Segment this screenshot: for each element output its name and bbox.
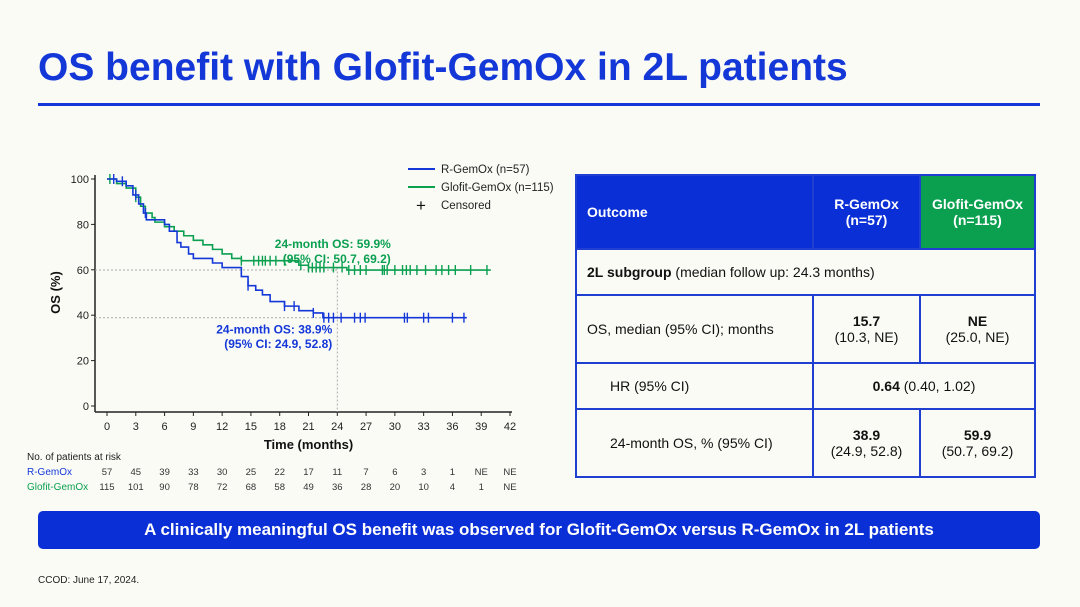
annotation-glofit-line1: 24-month OS: 59.9% — [275, 237, 391, 251]
x-tick-label: 39 — [475, 421, 487, 433]
slide-title: OS benefit with Glofit-GemOx in 2L patie… — [38, 46, 848, 89]
x-tick-label: 27 — [360, 421, 372, 433]
risk-value: 45 — [130, 467, 141, 478]
risk-value: 90 — [159, 482, 170, 493]
header-outcome: Outcome — [575, 174, 814, 250]
header-glofit-gemox: Glofit-GemOx (n=115) — [919, 174, 1036, 250]
risk-value: 72 — [217, 482, 228, 493]
risk-value: 36 — [332, 482, 343, 493]
annotation-rgemox-line2: (95% CI: 24.9, 52.8) — [224, 337, 332, 351]
annotation-rgemox-line1: 24-month OS: 38.9% — [216, 322, 332, 336]
title-underline — [38, 103, 1040, 106]
os-median-g: NE (25.0, NE) — [919, 294, 1036, 364]
risk-value: 39 — [159, 467, 170, 478]
y-tick-label: 0 — [83, 401, 89, 413]
risk-value: 10 — [418, 482, 429, 493]
x-tick-label: 30 — [389, 421, 401, 433]
risk-value: 57 — [102, 467, 113, 478]
x-tick-label: 42 — [504, 421, 516, 433]
risk-value: 115 — [99, 482, 114, 493]
y-axis-label: OS (%) — [48, 271, 63, 314]
annotation-glofit-line2: (95% CI: 50.7, 69.2) — [283, 252, 391, 266]
y-tick-label: 60 — [77, 265, 89, 277]
risk-value: 17 — [303, 467, 314, 478]
outcome-table: Outcome R-GemOx (n=57) Glofit-GemOx (n=115… — [575, 174, 1036, 478]
risk-value: 30 — [217, 467, 228, 478]
legend-label: R-GemOx (n=57) — [441, 164, 530, 176]
x-tick-label: 12 — [216, 421, 228, 433]
risk-value: 25 — [246, 467, 257, 478]
risk-value: 1 — [479, 482, 484, 493]
y-tick-label: 40 — [77, 310, 89, 322]
risk-value: 58 — [274, 482, 285, 493]
y-tick-label: 100 — [71, 174, 89, 186]
x-tick-label: 21 — [302, 421, 314, 433]
risk-value: 4 — [450, 482, 455, 493]
risk-value: 49 — [303, 482, 314, 493]
x-tick-label: 33 — [418, 421, 430, 433]
risk-table-title: No. of patients at risk — [27, 452, 122, 463]
x-tick-label: 9 — [190, 421, 196, 433]
y-tick-label: 80 — [77, 219, 89, 231]
x-tick-label: 6 — [162, 421, 168, 433]
risk-value: 3 — [421, 467, 426, 478]
risk-value: NE — [503, 482, 516, 493]
risk-value: 101 — [128, 482, 144, 493]
os-median-label: OS, median (95% CI); months — [575, 294, 814, 364]
risk-value: 11 — [332, 467, 342, 478]
conclusion-banner: A clinically meaningful OS benefit was o… — [38, 511, 1040, 549]
os-median-r: 15.7 (10.3, NE) — [812, 294, 921, 364]
footnote: CCOD: June 17, 2024. — [38, 575, 140, 586]
hr-value: 0.64 (0.40, 1.02) — [812, 362, 1036, 410]
header-r-gemox: R-GemOx (n=57) — [812, 174, 921, 250]
risk-value: 7 — [363, 467, 368, 478]
os24-r: 38.9 (24.9, 52.8) — [812, 408, 921, 478]
os24-label: 24-month OS, % (95% CI) — [575, 408, 814, 478]
x-tick-label: 24 — [331, 421, 343, 433]
x-tick-label: 15 — [245, 421, 257, 433]
risk-value: NE — [503, 467, 516, 478]
x-axis-label: Time (months) — [264, 437, 353, 452]
risk-value: 1 — [450, 467, 455, 478]
y-tick-label: 20 — [77, 356, 89, 368]
subgroup-row: 2L subgroup (median follow up: 24.3 mont… — [575, 248, 1036, 296]
risk-value: 6 — [392, 467, 397, 478]
x-tick-label: 36 — [446, 421, 458, 433]
risk-value: 33 — [188, 467, 199, 478]
risk-value: 22 — [274, 467, 285, 478]
risk-value: 78 — [188, 482, 199, 493]
x-tick-label: 3 — [133, 421, 139, 433]
legend-label: Glofit-GemOx (n=115) — [441, 182, 554, 194]
risk-value: NE — [475, 467, 488, 478]
risk-value: 68 — [246, 482, 257, 493]
risk-value: 20 — [390, 482, 401, 493]
x-tick-label: 0 — [104, 421, 110, 433]
risk-value: 28 — [361, 482, 372, 493]
x-tick-label: 18 — [274, 421, 286, 433]
censored-legend-icon: + — [416, 196, 426, 215]
risk-row-label: R-GemOx — [27, 467, 72, 478]
legend-censored: Censored — [441, 200, 491, 212]
risk-row-label: Glofit-GemOx — [27, 482, 88, 493]
os24-g: 59.9 (50.7, 69.2) — [919, 408, 1036, 478]
hr-label: HR (95% CI) — [575, 362, 814, 410]
